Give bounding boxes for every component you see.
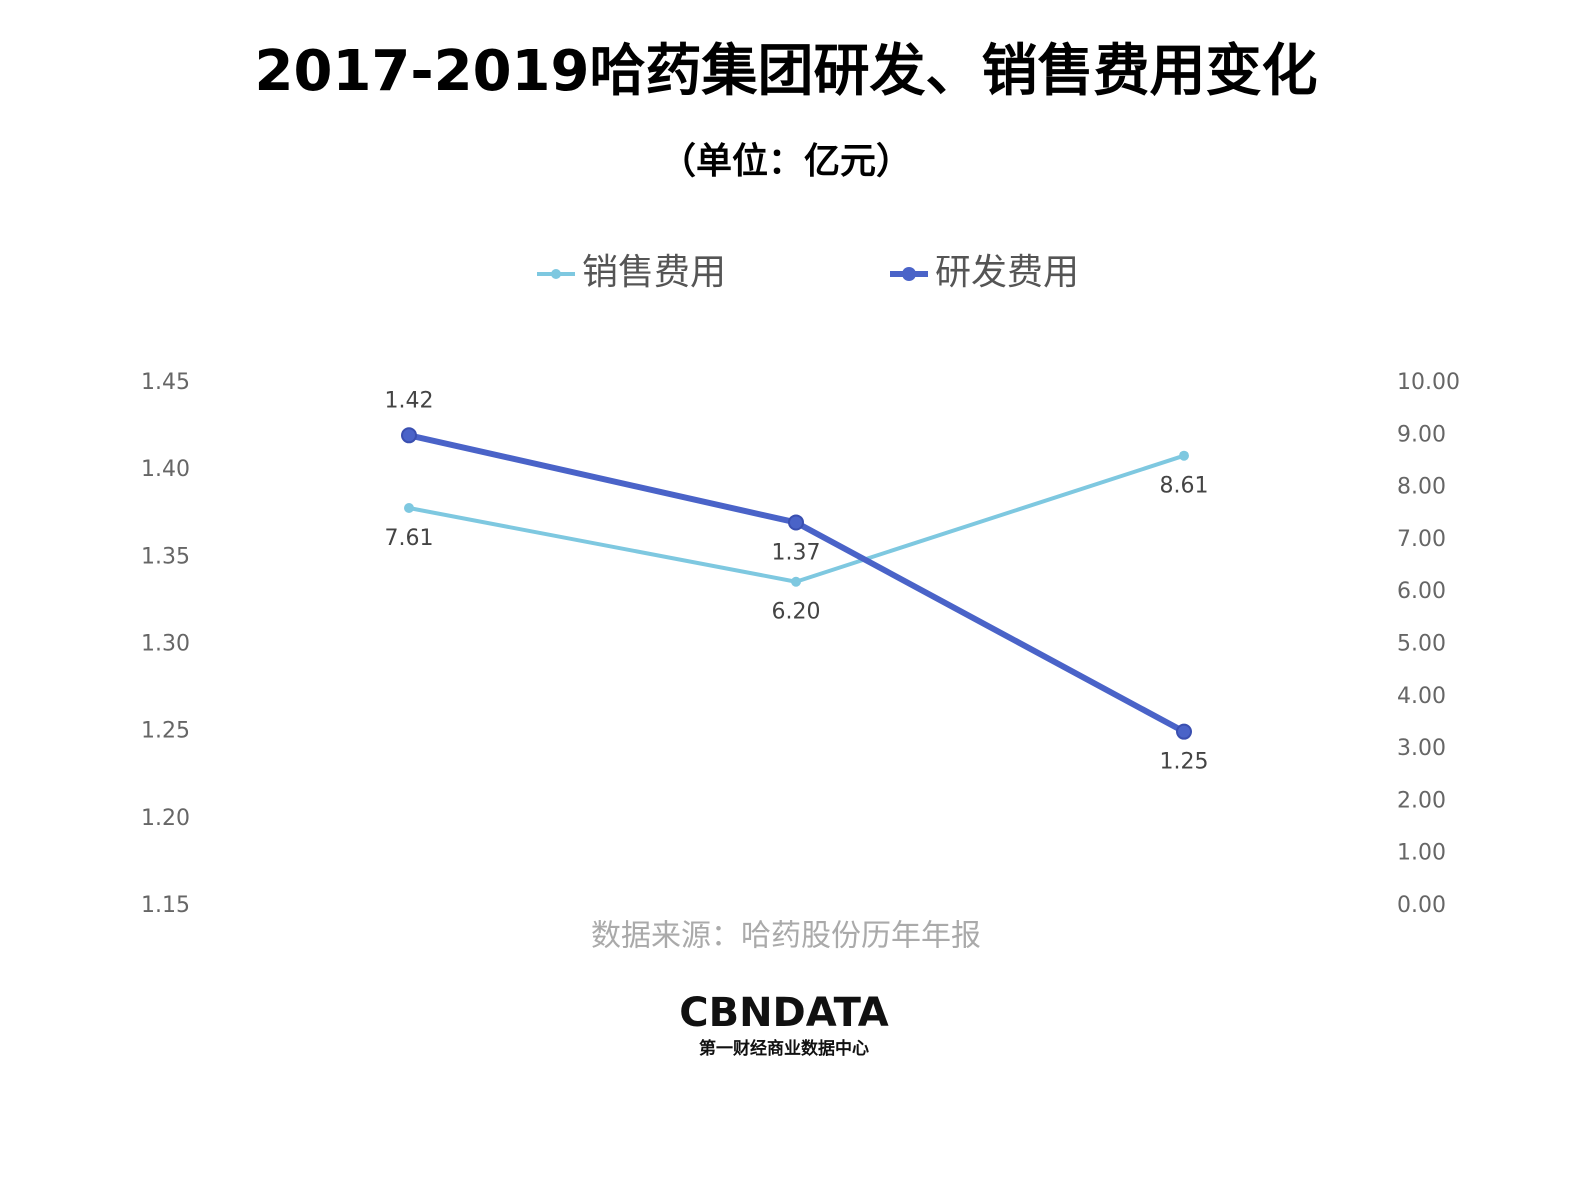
y2-tick-label: 3.00	[1397, 736, 1446, 761]
y2-tick-label: 0.00	[1397, 893, 1446, 918]
legend-marker	[902, 267, 916, 281]
y-tick-label: 1.20	[141, 806, 190, 831]
data-point	[404, 502, 414, 513]
data-label: 1.25	[1160, 750, 1209, 775]
data-label: 1.37	[772, 540, 821, 565]
y2-tick-label: 5.00	[1397, 632, 1446, 657]
y2-tick-label: 7.00	[1397, 527, 1446, 552]
y2-tick-label: 2.00	[1397, 788, 1446, 813]
y2-tick-label: 10.00	[1397, 370, 1460, 395]
data-point	[1179, 450, 1189, 461]
y-tick-label: 1.25	[141, 719, 190, 744]
chart-title: 2017-2019哈药集团研发、销售费用变化	[255, 39, 1318, 104]
y-tick-label: 1.15	[141, 893, 190, 918]
legend-label: 研发费用	[935, 252, 1079, 293]
data-label: 6.20	[772, 600, 821, 625]
y-tick-label: 1.30	[141, 632, 190, 657]
legend-marker	[551, 269, 561, 279]
data-point	[791, 576, 801, 587]
data-point	[788, 514, 804, 531]
y2-tick-label: 9.00	[1397, 422, 1446, 447]
y2-tick-label: 4.00	[1397, 684, 1446, 709]
source: 数据来源：哈药股份历年年报	[591, 919, 981, 954]
legend-label: 销售费用	[582, 252, 726, 293]
y2-tick-label: 6.00	[1397, 579, 1446, 604]
data-label: 8.61	[1160, 474, 1209, 499]
y-tick-label: 1.45	[141, 370, 190, 395]
data-label: 1.42	[385, 388, 434, 413]
data-point	[1176, 723, 1192, 740]
chart-subtitle: （单位：亿元）	[660, 141, 912, 182]
y2-tick-label: 8.00	[1397, 475, 1446, 500]
y2-tick-label: 1.00	[1397, 841, 1446, 866]
y-tick-label: 1.40	[141, 457, 190, 482]
data-label: 7.61	[385, 526, 434, 551]
y-tick-label: 1.35	[141, 544, 190, 569]
logo-subtitle: 第一财经商业数据中心	[699, 1038, 869, 1059]
data-point	[401, 427, 417, 444]
logo-text: CBNDATA	[679, 990, 889, 1036]
